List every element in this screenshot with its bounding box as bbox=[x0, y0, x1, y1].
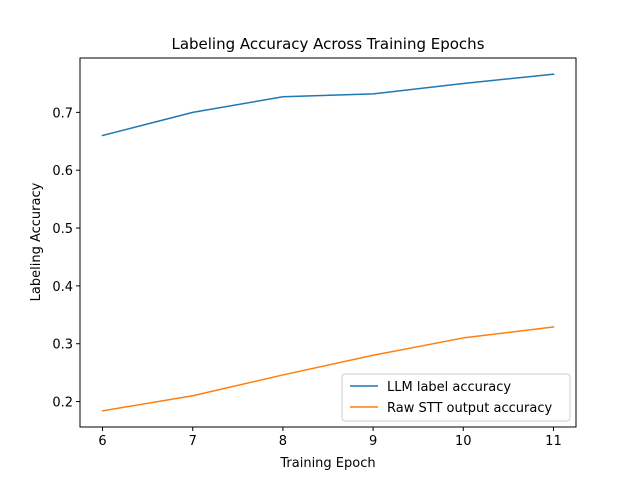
plot-lines bbox=[101, 73, 555, 412]
x-tick-label: 7 bbox=[189, 434, 197, 449]
x-axis-ticks: 6 7 8 9 10 11 bbox=[98, 427, 562, 449]
legend-box bbox=[341, 373, 571, 422]
y-tick-label: 0.6 bbox=[52, 164, 73, 179]
x-tick-label: 11 bbox=[545, 434, 562, 449]
x-tick-label: 9 bbox=[369, 434, 377, 449]
x-tick-label: 8 bbox=[279, 434, 287, 449]
plot-frame bbox=[79, 57, 577, 428]
legend-label: LLM label accuracy bbox=[387, 380, 511, 395]
y-axis-ticks: 0.2 0.3 0.4 0.5 0.6 0.7 bbox=[52, 106, 80, 411]
legend-label: Raw STT output accuracy bbox=[387, 401, 552, 416]
chart-title: Labeling Accuracy Across Training Epochs bbox=[171, 35, 484, 53]
legend: LLM label accuracy Raw STT output accurac… bbox=[341, 373, 571, 422]
y-tick-label: 0.4 bbox=[52, 280, 73, 295]
x-tick-label: 10 bbox=[455, 434, 472, 449]
y-axis-label: Labeling Accuracy bbox=[29, 182, 44, 301]
y-tick-label: 0.3 bbox=[52, 338, 73, 353]
y-tick-label: 0.2 bbox=[52, 396, 73, 411]
series-line-1 bbox=[101, 73, 555, 137]
x-axis-label: Training Epoch bbox=[279, 456, 375, 471]
y-tick-label: 0.7 bbox=[52, 106, 73, 121]
y-tick-label: 0.5 bbox=[52, 222, 73, 237]
series-line-2 bbox=[101, 326, 555, 412]
x-tick-label: 6 bbox=[98, 434, 106, 449]
